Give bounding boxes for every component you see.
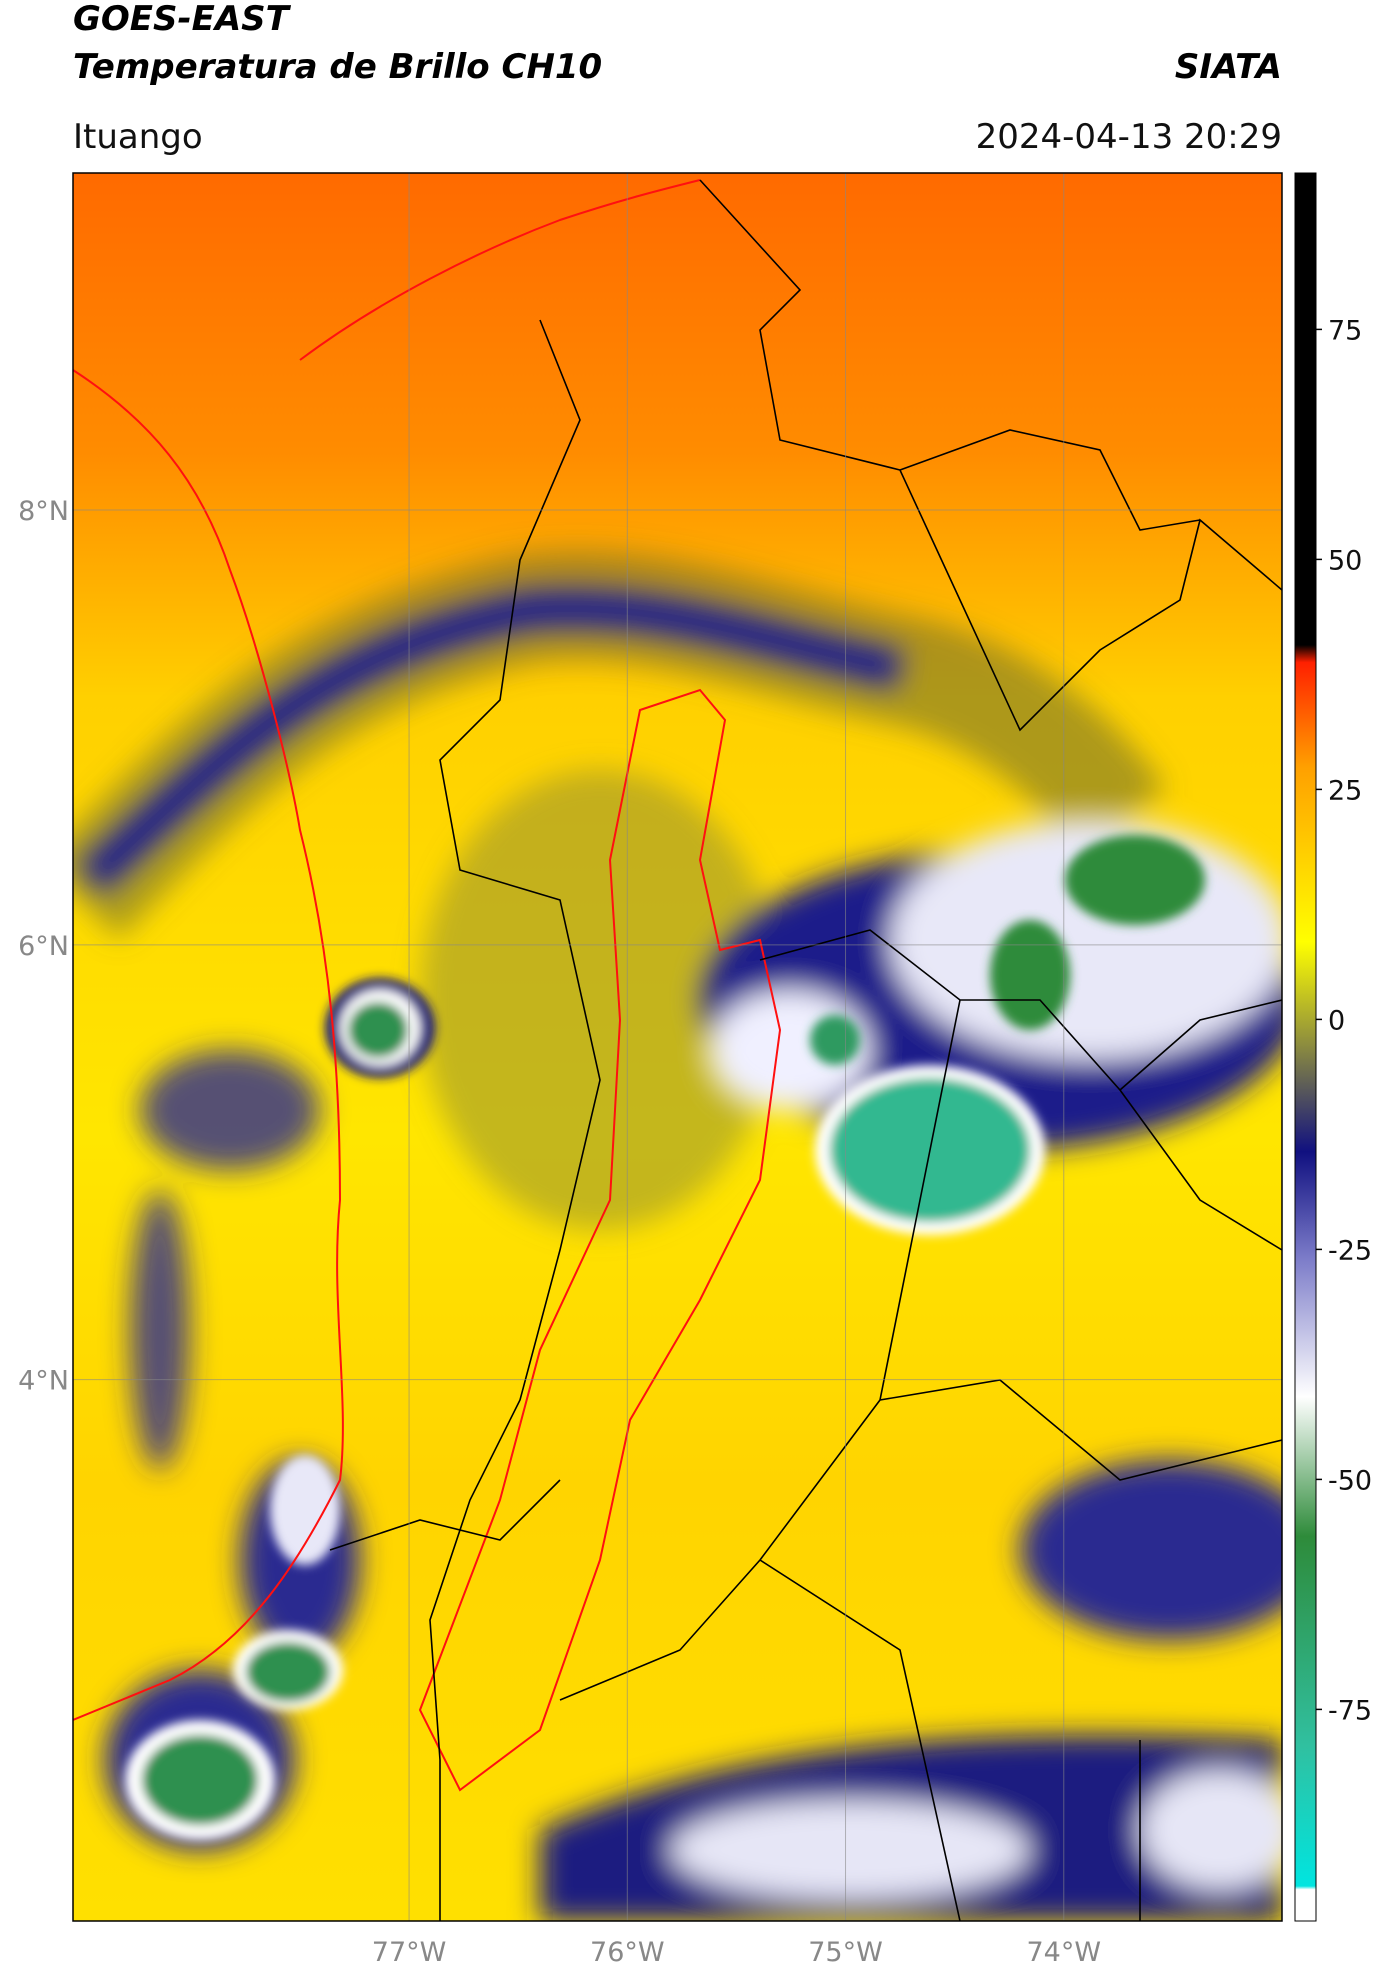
colorbar-tick-label: -75	[1328, 1695, 1372, 1726]
x-tick-label: 75°W	[808, 1937, 883, 1968]
colorbar-tick-label: -25	[1328, 1235, 1372, 1266]
title: GOES-EAST	[73, 0, 292, 39]
y-tick-label: 8°N	[18, 496, 69, 527]
colorbar-tick-label: 0	[1328, 1005, 1345, 1036]
subtitle: Temperatura de Brillo CH10	[73, 47, 602, 87]
colorbar	[1294, 172, 1317, 1922]
x-tick-label: 74°W	[1026, 1937, 1101, 1968]
colorbar-tick-label: -50	[1328, 1465, 1372, 1496]
y-tick-label: 6°N	[18, 931, 69, 962]
colorbar-tick-label: 50	[1328, 545, 1362, 576]
map-frame	[72, 172, 1283, 1922]
location: Ituango	[73, 117, 203, 157]
source: SIATA	[1175, 47, 1282, 87]
y-tick-label: 4°N	[18, 1366, 69, 1397]
x-tick-label: 76°W	[590, 1937, 665, 1968]
x-tick-label: 77°W	[372, 1937, 447, 1968]
datetime: 2024-04-13 20:29	[976, 117, 1282, 157]
colorbar-tick-label: 25	[1328, 775, 1362, 806]
colorbar-tick-label: 75	[1328, 315, 1362, 346]
map-image	[73, 173, 1282, 1921]
